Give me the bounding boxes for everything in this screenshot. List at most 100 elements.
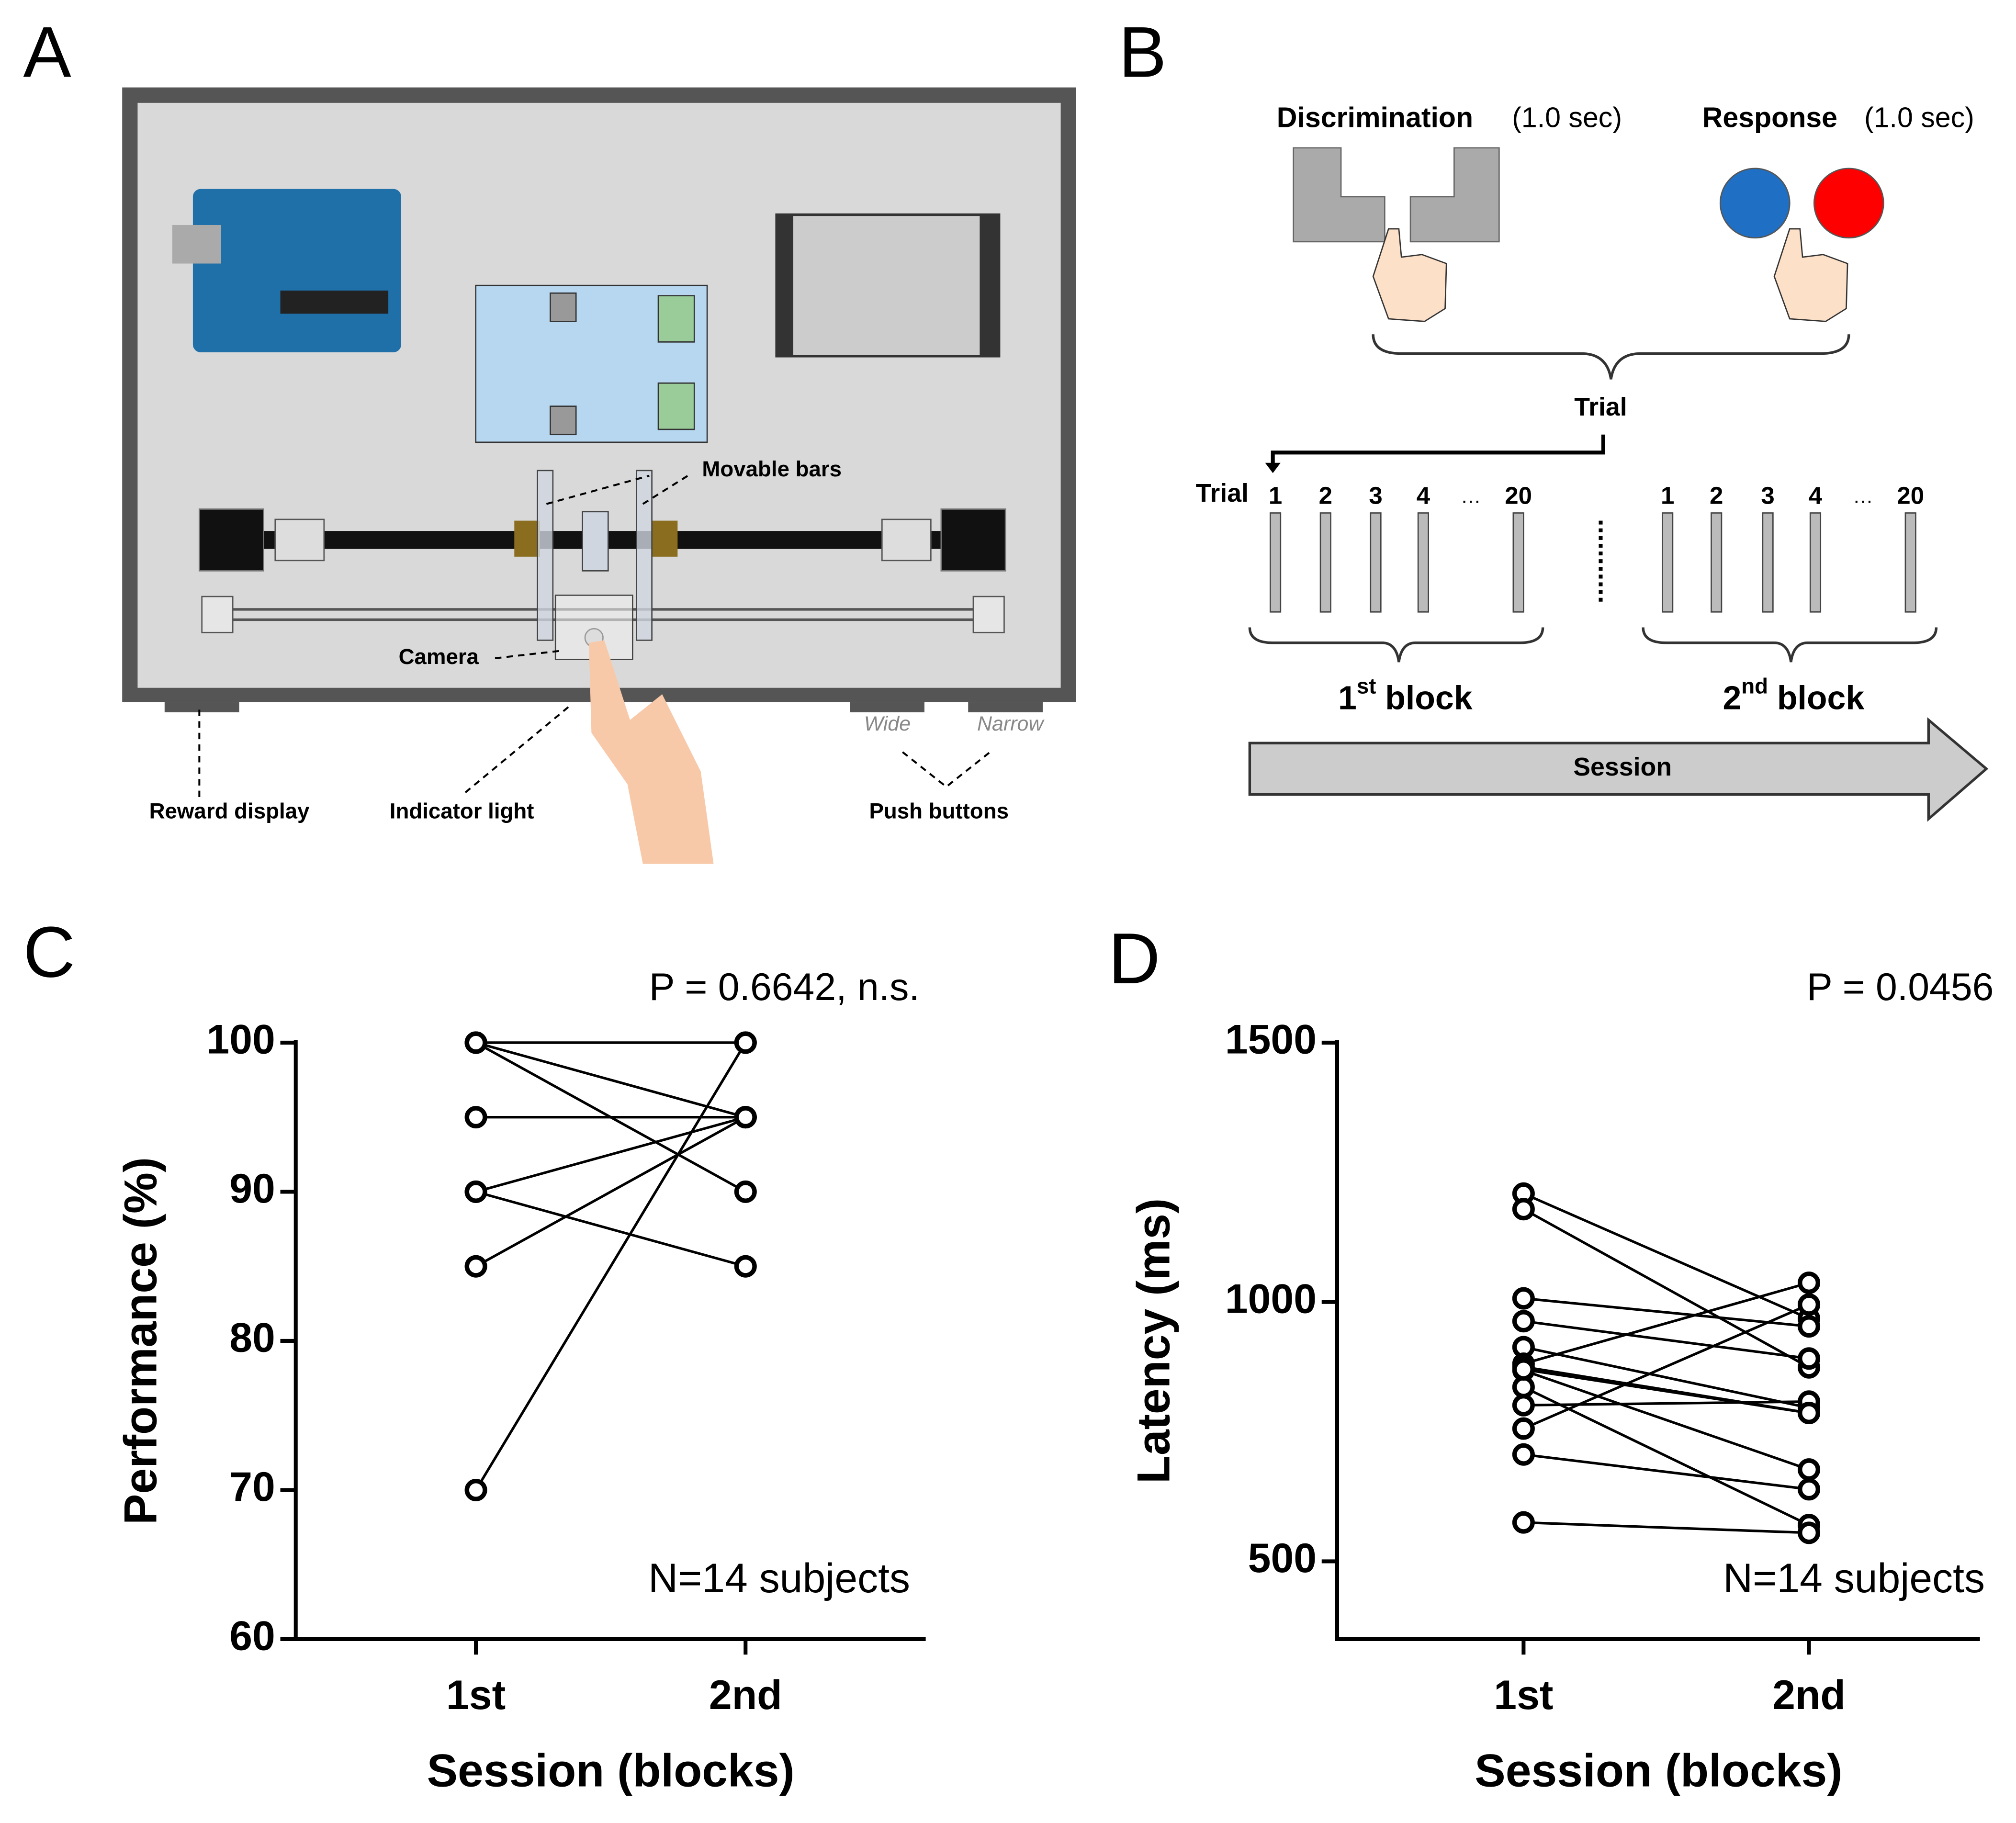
point (734, 1255, 757, 1278)
series-line (1523, 1521, 1809, 1534)
annotation: N=14 subjects (1723, 1555, 1985, 1601)
trial-number: … (1461, 485, 1481, 508)
y-axis-label: Latency (ms) (1128, 1198, 1180, 1484)
rail-end (201, 596, 234, 633)
coupler (881, 518, 932, 562)
trial-number: 20 (1897, 482, 1924, 509)
annotation: P = 0.6642, n.s. (649, 966, 920, 1009)
trial-number: 3 (1761, 482, 1774, 509)
trial-number: 4 (1809, 482, 1823, 509)
y-axis-label: Performance (%) (114, 1157, 166, 1525)
brace (1248, 627, 1544, 663)
point (1512, 1443, 1535, 1466)
panel-letter: B (1118, 12, 1166, 92)
l-shape (1293, 147, 1385, 243)
charts: C 60 70 80 90 100 1st 2nd Session (blocks) Perfor… (23, 912, 1993, 1796)
point (1798, 1521, 1821, 1544)
label: Wide (864, 712, 911, 735)
trial-bar (1319, 512, 1331, 613)
point (1798, 1293, 1821, 1316)
motor (198, 508, 264, 572)
hand (1372, 228, 1447, 322)
series-line (1523, 1303, 1810, 1430)
annotation: P = 0.0456 (1807, 966, 1993, 1009)
chip (550, 292, 577, 322)
slider (582, 511, 609, 572)
x-tick-label: 2nd (709, 1672, 782, 1718)
rail-end (972, 596, 1005, 633)
series-line (1523, 1400, 1809, 1407)
movable-bar (537, 470, 554, 641)
trial-bar (1417, 512, 1429, 613)
x-tick-label: 2nd (1772, 1672, 1846, 1718)
point (734, 1031, 757, 1054)
annotation: N=14 subjects (648, 1555, 910, 1601)
y-tick-label: 70 (229, 1464, 275, 1510)
point (1512, 1310, 1535, 1333)
point (734, 1180, 757, 1203)
label: Narrow (977, 712, 1045, 735)
y-tick-label: 1000 (1225, 1276, 1317, 1322)
point (464, 1106, 487, 1129)
l-shape (1409, 147, 1500, 243)
trial-number: 2 (1319, 482, 1332, 509)
label: Push buttons (869, 799, 1009, 823)
text: 1 (1338, 679, 1357, 717)
point (734, 1106, 757, 1129)
trial-bar (1762, 512, 1774, 613)
point (1512, 1358, 1535, 1381)
point (464, 1255, 487, 1278)
series-line (475, 1190, 746, 1268)
trial-number: … (1853, 485, 1873, 508)
series-line (475, 1041, 746, 1193)
point (1512, 1287, 1535, 1310)
trial-number: 4 (1417, 482, 1430, 509)
trial-bar (1711, 512, 1723, 613)
button-narrow (968, 702, 1043, 712)
panel-letter: D (1108, 918, 1160, 999)
label: Camera (399, 644, 479, 669)
text: block (1777, 679, 1865, 717)
label: Indicator light (390, 799, 534, 823)
series-line (1523, 1320, 1809, 1360)
series-line (1523, 1282, 1810, 1365)
trial-number: 1 (1661, 482, 1674, 509)
hand (1773, 228, 1848, 322)
point (1798, 1458, 1821, 1481)
trials: 1 2 3 4 … 20 1 2 3 4 … 20 (1269, 482, 1924, 613)
terminal (657, 382, 695, 430)
brace (1372, 334, 1850, 380)
point (1798, 1272, 1821, 1294)
perfboard-inner (793, 216, 980, 355)
brace (1642, 627, 1938, 663)
trial-number: 20 (1505, 482, 1532, 509)
label: (1.0 sec) (1864, 101, 1974, 133)
series-line (474, 1042, 747, 1491)
trial-bar (1662, 512, 1674, 613)
trial-bar (1512, 512, 1524, 613)
series-line (1523, 1297, 1809, 1328)
chip (550, 405, 577, 436)
series-line (1523, 1369, 1810, 1471)
point (1512, 1394, 1535, 1417)
text: st (1357, 674, 1376, 698)
point (1798, 1402, 1821, 1425)
terminal (657, 295, 695, 343)
series-line (1523, 1368, 1809, 1415)
x-tick-label: 1st (1494, 1672, 1553, 1718)
trial-number: 1 (1269, 482, 1282, 509)
panel-letter: A (23, 12, 71, 92)
point (1512, 1198, 1535, 1221)
panel-letter: C (23, 912, 75, 992)
label: Reward display (149, 799, 310, 823)
text: 2 (1723, 679, 1741, 717)
series-line (475, 1116, 746, 1268)
y-tick-label: 90 (229, 1166, 275, 1212)
x-axis-label: Session (blocks) (427, 1744, 795, 1796)
y-tick-label: 1500 (1225, 1017, 1317, 1063)
leader (198, 706, 991, 797)
red-button (1813, 168, 1884, 239)
point (1512, 1375, 1535, 1398)
series-line (475, 1116, 746, 1193)
